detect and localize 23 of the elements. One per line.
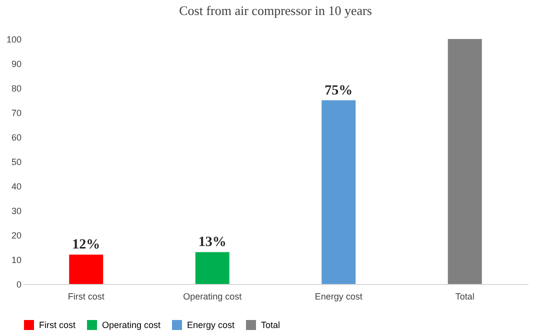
- data-label: 75%: [324, 83, 353, 98]
- legend-label: Energy cost: [187, 320, 236, 330]
- y-tick-label: 90: [11, 59, 22, 69]
- x-tick-label: First cost: [68, 292, 105, 302]
- data-label: 13%: [198, 235, 226, 250]
- y-tick-label: 60: [11, 132, 22, 142]
- y-tick-label: 10: [11, 255, 22, 265]
- y-tick-label: 100: [6, 34, 22, 44]
- y-tick-label: 70: [11, 108, 22, 118]
- legend-label: Operating cost: [102, 320, 162, 330]
- y-tick-label: 20: [11, 230, 22, 240]
- x-tick-label: Energy cost: [314, 292, 363, 302]
- legend-label: First cost: [39, 320, 76, 330]
- y-tick-label: 40: [11, 182, 22, 192]
- data-label: 12%: [72, 238, 100, 253]
- y-tick-label: 80: [11, 84, 22, 94]
- x-tick-label: Total: [455, 292, 474, 302]
- chart-title: Cost from air compressor in 10 years: [179, 3, 372, 18]
- legend-label: Total: [261, 320, 280, 330]
- y-tick-label: 30: [11, 206, 22, 216]
- y-tick-label: 50: [11, 157, 22, 167]
- x-tick-label: Operating cost: [183, 292, 242, 302]
- y-tick-label: 0: [16, 280, 22, 290]
